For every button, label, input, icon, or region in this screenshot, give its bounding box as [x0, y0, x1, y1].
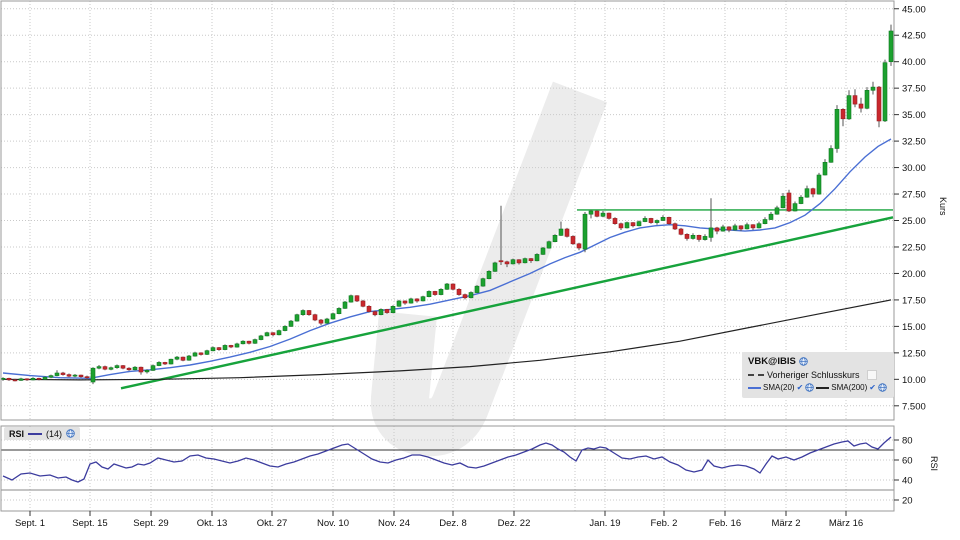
sma200-checkmark[interactable]: ✔: [869, 382, 876, 392]
sma200-label: SMA(200): [831, 383, 868, 392]
rsi-line: [2, 436, 892, 483]
svg-text:40: 40: [902, 476, 913, 487]
svg-text:Feb. 16: Feb. 16: [709, 518, 741, 529]
svg-text:45.00: 45.00: [902, 4, 926, 15]
sma200-line: [2, 299, 892, 381]
svg-text:Nov. 10: Nov. 10: [317, 518, 349, 529]
legend-row-prev-close: Vorheriger Schlusskurs: [748, 368, 889, 381]
rsi-period-label: (14): [46, 428, 63, 439]
svg-text:Dez. 22: Dez. 22: [498, 518, 531, 529]
svg-text:80: 80: [902, 436, 913, 447]
svg-text:12.50: 12.50: [902, 348, 926, 359]
svg-text:32.50: 32.50: [902, 137, 926, 148]
svg-text:15.00: 15.00: [902, 322, 926, 333]
sma20-line-sample: [748, 386, 761, 389]
svg-text:40.00: 40.00: [902, 57, 926, 68]
svg-text:Sept. 15: Sept. 15: [72, 518, 107, 529]
svg-text:Nov. 24: Nov. 24: [378, 518, 410, 529]
svg-text:25.00: 25.00: [902, 216, 926, 227]
rsi-line-sample: [28, 432, 43, 435]
prev-close-line-sample: [748, 373, 764, 376]
instrument-symbol: VBK@IBIS: [748, 356, 796, 367]
sma20-line: [2, 138, 892, 380]
svg-text:7.500: 7.500: [902, 401, 926, 412]
svg-text:Okt. 13: Okt. 13: [197, 518, 228, 529]
svg-text:März 16: März 16: [829, 518, 863, 529]
rsi-panel-border: [0, 425, 895, 512]
trendline[interactable]: [120, 216, 894, 390]
svg-text:10.00: 10.00: [902, 375, 926, 386]
axis-labels: 45.00 42.50 40.00 37.50 35.00 32.50 30.00 27.50…: [15, 4, 926, 529]
globe-icon[interactable]: [878, 383, 887, 392]
svg-text:Sept. 1: Sept. 1: [15, 518, 45, 529]
legend-row-sma: SMA(20) ✔ SMA(200) ✔: [748, 381, 889, 394]
svg-text:42.50: 42.50: [902, 31, 926, 42]
svg-text:20: 20: [902, 496, 913, 507]
svg-text:März 2: März 2: [771, 518, 800, 529]
sma20-checkmark[interactable]: ✔: [796, 382, 804, 392]
globe-icon[interactable]: [805, 383, 815, 392]
svg-text:17.50: 17.50: [902, 295, 926, 306]
legend-box: VBK@IBIS Vorheriger Schlusskurs SMA(20) …: [742, 352, 894, 398]
svg-text:Jan. 19: Jan. 19: [589, 518, 620, 529]
svg-text:60: 60: [902, 456, 913, 467]
svg-text:27.50: 27.50: [902, 190, 926, 201]
price-panel-border: [0, 0, 895, 421]
prev-close-checkbox[interactable]: [866, 369, 877, 380]
price-axis-title: Kurs: [938, 197, 948, 216]
globe-icon[interactable]: [799, 357, 808, 366]
svg-text:Feb. 2: Feb. 2: [651, 518, 678, 529]
legend-row-symbol: VBK@IBIS: [748, 355, 889, 368]
svg-text:37.50: 37.50: [902, 84, 926, 95]
sma200-line-sample: [816, 386, 830, 389]
rsi-title: RSI: [9, 428, 25, 439]
globe-icon[interactable]: [66, 429, 75, 438]
svg-text:22.50: 22.50: [902, 242, 926, 253]
svg-text:Okt. 27: Okt. 27: [257, 518, 288, 529]
candlesticks: [0, 24, 894, 385]
rsi-axis-title: RSI: [929, 456, 939, 472]
rsi-legend: RSI (14): [4, 427, 81, 440]
svg-text:35.00: 35.00: [902, 110, 926, 121]
svg-text:Dez. 8: Dez. 8: [439, 518, 466, 529]
watermark-logo: [370, 81, 608, 457]
svg-text:Sept. 29: Sept. 29: [133, 518, 168, 529]
sma20-label: SMA(20): [763, 383, 795, 392]
svg-text:20.00: 20.00: [902, 269, 926, 280]
prev-close-label: Vorheriger Schlusskurs: [767, 369, 860, 380]
svg-text:30.00: 30.00: [902, 163, 926, 174]
